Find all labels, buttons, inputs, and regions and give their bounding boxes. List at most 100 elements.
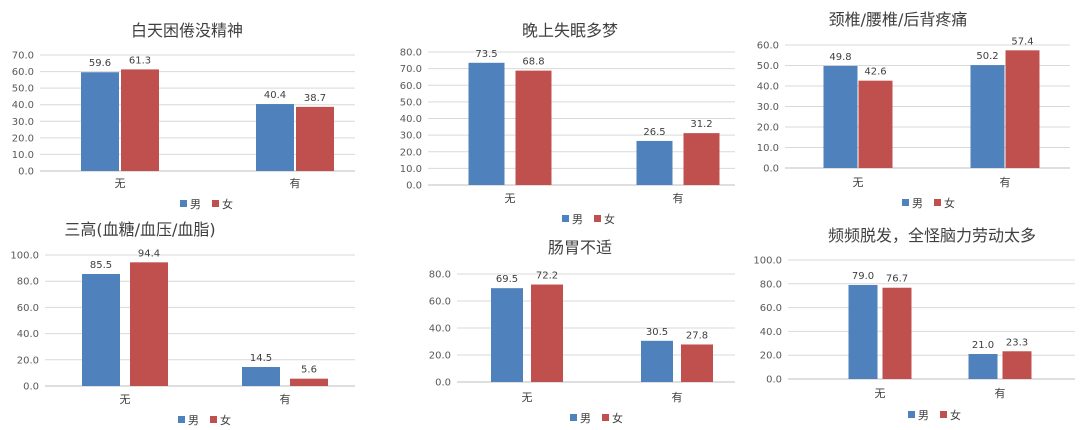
bar-女-有 (681, 344, 713, 382)
data-label: 42.6 (864, 67, 886, 78)
chart-title: 三高(血糖/血压/血脂) (64, 220, 215, 239)
y-tick-label: 10.0 (12, 150, 34, 161)
bar-男-无 (848, 284, 878, 379)
y-tick-label: 0.0 (18, 167, 34, 178)
category-label: 有 (995, 386, 1006, 400)
data-label: 49.8 (829, 52, 851, 63)
data-label: 21.0 (972, 340, 994, 351)
legend-swatch (562, 215, 569, 222)
data-label: 85.5 (90, 260, 112, 271)
y-tick-label: 60.0 (400, 81, 422, 92)
legend-label: 女 (950, 408, 961, 422)
category-label: 无 (522, 391, 533, 404)
y-tick-label: 80.0 (760, 279, 782, 290)
chart-title: 频频脱发，全怪脑力劳动太多 (828, 226, 1036, 245)
bar-女-有 (290, 378, 328, 386)
bar-女-有 (1002, 351, 1032, 379)
bar-女-无 (858, 80, 893, 168)
y-tick-label: 20.0 (757, 123, 779, 134)
bar-女-有 (683, 133, 720, 185)
y-tick-label: 80.0 (429, 270, 451, 281)
data-label: 30.5 (646, 327, 668, 338)
category-label: 无 (120, 393, 131, 406)
legend-label: 女 (220, 413, 231, 427)
legend-label: 男 (918, 409, 929, 422)
bar-男-有 (256, 104, 294, 171)
bar-女-有 (1005, 50, 1040, 168)
chart-hair-loss: 频频脱发，全怪脑力劳动太多 0.0 20.0 40.0 60.0 80.0 100.0 79.… (753, 226, 1075, 422)
chart-title: 白天困倦没精神 (131, 21, 243, 40)
chart-daytime-fatigue: 白天困倦没精神 0.0 10.0 20.0 30.0 40.0 50.0 60.0 70.0 59… (12, 21, 355, 211)
data-label: 59.6 (89, 58, 111, 69)
y-tick-label: 0.0 (406, 181, 422, 192)
data-label: 14.5 (250, 353, 272, 364)
chart-three-highs: 三高(血糖/血压/血脂) 0.0 20.0 40.0 60.0 80.0 100.0 85.5… (10, 220, 355, 427)
bar-女-无 (130, 262, 168, 386)
y-tick-label: 10.0 (757, 143, 779, 154)
data-label: 50.2 (976, 51, 998, 62)
y-tick-label: 20.0 (429, 351, 451, 362)
y-tick-label: 80.0 (17, 277, 39, 288)
data-label: 68.8 (522, 57, 544, 68)
bar-男-无 (82, 273, 120, 386)
legend-label: 男 (188, 414, 199, 427)
y-tick-label: 60.0 (760, 303, 782, 314)
legend-label: 男 (572, 213, 583, 226)
legend-label: 男 (580, 412, 591, 425)
category-label: 有 (672, 390, 683, 404)
bar-男-有 (968, 354, 998, 379)
legend-label: 女 (612, 411, 623, 425)
bar-男-有 (242, 367, 280, 386)
chart-stomach: 肠胃不适 0.0 20.0 40.0 60.0 80.0 69.5 72.2 无 30.5 27.8… (429, 238, 735, 425)
y-tick-label: 100.0 (753, 256, 782, 267)
category-label: 无 (115, 177, 126, 190)
legend-swatch (594, 215, 601, 222)
bar-女-有 (296, 106, 334, 171)
y-tick-label: 20.0 (400, 147, 422, 158)
y-tick-label: 20.0 (17, 355, 39, 366)
y-tick-label: 50.0 (12, 84, 34, 95)
category-label: 有 (1000, 175, 1011, 189)
legend-swatch (602, 414, 609, 421)
data-label: 27.8 (686, 330, 708, 341)
bar-女-无 (531, 284, 563, 382)
data-label: 5.6 (301, 365, 317, 376)
y-tick-label: 0.0 (23, 382, 39, 393)
bar-男-无 (468, 62, 505, 185)
category-label: 无 (875, 387, 886, 400)
y-tick-label: 40.0 (429, 324, 451, 335)
legend-label: 男 (912, 197, 923, 210)
legend-swatch (212, 200, 219, 207)
y-tick-label: 0.0 (766, 375, 782, 386)
y-tick-label: 30.0 (757, 102, 779, 113)
bar-男-无 (491, 288, 523, 382)
legend-swatch (908, 411, 915, 418)
data-label: 72.2 (536, 271, 558, 282)
legend-swatch (180, 200, 187, 207)
y-tick-label: 100.0 (10, 251, 39, 262)
y-tick-label: 60.0 (17, 303, 39, 314)
data-label: 73.5 (475, 49, 497, 60)
category-label: 有 (280, 392, 291, 406)
legend-swatch (934, 199, 941, 206)
y-tick-label: 20.0 (12, 133, 34, 144)
y-tick-label: 80.0 (400, 48, 422, 59)
data-label: 61.3 (129, 55, 151, 66)
y-tick-label: 10.0 (400, 164, 422, 175)
y-tick-label: 40.0 (17, 329, 39, 340)
y-tick-label: 40.0 (400, 114, 422, 125)
legend-swatch (210, 416, 217, 423)
y-tick-label: 70.0 (400, 64, 422, 75)
y-tick-label: 40.0 (760, 327, 782, 338)
legend-swatch (570, 414, 577, 421)
legend-label: 女 (604, 212, 615, 226)
bar-男-有 (636, 140, 673, 185)
data-label: 57.4 (1011, 36, 1033, 47)
legend-label: 男 (190, 198, 201, 211)
y-tick-label: 70.0 (12, 51, 34, 62)
chart-title: 颈椎/腰椎/后背疼痛 (829, 10, 968, 29)
category-label: 无 (853, 176, 864, 189)
chart-back-pain: 颈椎/腰椎/后背疼痛 0.0 10.0 20.0 30.0 40.0 50.0 60.0 49.… (757, 10, 1070, 210)
bar-男-无 (823, 65, 858, 168)
y-tick-label: 40.0 (757, 82, 779, 93)
